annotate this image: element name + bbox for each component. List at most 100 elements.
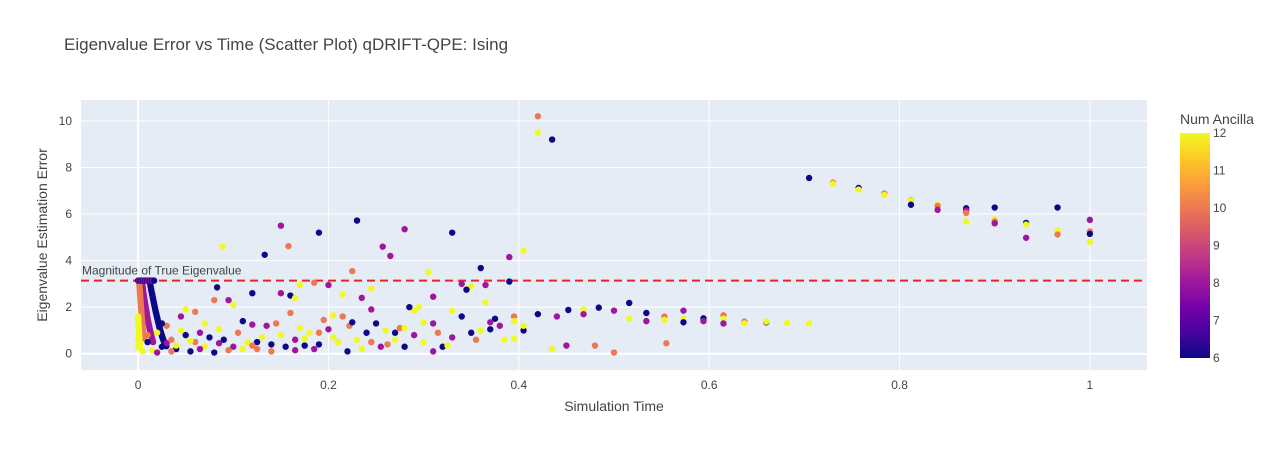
data-point: [291, 336, 299, 343]
data-point: [448, 307, 456, 314]
data-point: [477, 327, 484, 334]
data-point: [580, 310, 587, 318]
data-point: [296, 324, 304, 332]
colorbar-tick-label: 9: [1213, 239, 1220, 253]
y-tick-labels: 0 2 4 6 8 10: [59, 114, 73, 361]
data-point: [429, 320, 437, 327]
data-point: [277, 289, 285, 297]
data-point: [253, 338, 261, 346]
data-point: [344, 348, 351, 355]
data-point: [396, 324, 404, 332]
data-point: [991, 204, 998, 211]
data-point: [358, 294, 365, 302]
data-point: [153, 349, 161, 356]
x-tick-label: 0.2: [320, 378, 337, 392]
data-point: [144, 331, 151, 339]
data-point: [401, 343, 408, 350]
data-point: [563, 342, 570, 349]
data-point: [163, 322, 170, 329]
data-point: [192, 308, 199, 316]
data-point: [219, 243, 227, 250]
data-point: [150, 277, 158, 284]
data-point: [282, 343, 289, 350]
data-point: [158, 343, 166, 350]
data-point: [448, 229, 456, 236]
y-tick-label: 6: [65, 207, 72, 221]
data-point: [881, 191, 888, 199]
data-point: [258, 334, 266, 341]
data-point: [420, 338, 427, 346]
y-tick-label: 10: [59, 114, 73, 128]
data-point: [487, 319, 494, 326]
data-point: [277, 222, 285, 229]
data-point: [187, 348, 194, 355]
data-point: [429, 348, 437, 355]
data-point: [680, 307, 687, 314]
data-point: [239, 317, 247, 325]
data-point: [763, 318, 770, 325]
data-point: [720, 320, 727, 327]
data-point: [201, 320, 208, 327]
data-point: [458, 280, 465, 288]
data-point: [301, 335, 308, 342]
data-point: [580, 306, 587, 313]
reference-line-label: Magnitude of True Eigenvalue: [82, 264, 242, 278]
colorbar-gradient: [1180, 133, 1210, 358]
data-point: [149, 347, 156, 354]
data-point: [520, 322, 527, 329]
data-point: [301, 342, 308, 349]
data-point: [510, 313, 518, 320]
data-point: [482, 281, 489, 289]
data-point: [253, 345, 261, 353]
data-point: [144, 338, 151, 346]
data-point: [468, 283, 475, 290]
data-point: [291, 347, 299, 354]
data-point: [720, 315, 727, 322]
data-point: [230, 343, 237, 350]
data-point: [134, 336, 142, 343]
data-point: [1086, 216, 1094, 224]
data-point: [139, 348, 147, 355]
data-point: [506, 278, 513, 285]
data-points: [134, 113, 1094, 356]
data-point: [249, 289, 256, 297]
y-tick-label: 4: [65, 254, 72, 268]
data-point: [372, 320, 380, 327]
data-point: [230, 301, 237, 309]
data-point: [363, 329, 370, 336]
data-point: [158, 320, 166, 327]
data-point: [565, 306, 572, 314]
data-point: [325, 281, 332, 289]
data-point: [287, 292, 294, 299]
data-point: [182, 331, 189, 339]
data-point: [534, 113, 542, 120]
data-point: [534, 310, 542, 318]
data-point: [201, 343, 208, 350]
colorbar-tick-label: 12: [1213, 126, 1227, 140]
data-point: [534, 129, 542, 136]
data-point: [306, 329, 313, 336]
data-point: [855, 186, 862, 193]
data-point: [177, 313, 185, 320]
data-point: [934, 206, 941, 214]
data-point: [784, 319, 791, 327]
data-point: [379, 243, 386, 250]
data-point: [805, 174, 813, 182]
chart-title: Eigenvalue Error vs Time (Scatter Plot) …: [64, 35, 508, 54]
data-point: [991, 220, 998, 227]
data-point: [315, 329, 323, 336]
data-point: [211, 349, 218, 356]
data-point: [434, 329, 442, 336]
data-point: [1086, 230, 1094, 238]
data-point: [520, 247, 527, 255]
data-point: [415, 303, 423, 311]
data-point: [491, 315, 499, 322]
data-point: [320, 316, 327, 324]
data-point: [215, 340, 223, 347]
data-point: [287, 309, 294, 317]
data-point: [263, 322, 270, 329]
data-point: [358, 345, 365, 353]
data-point: [907, 201, 915, 208]
data-point: [406, 303, 413, 311]
data-point: [496, 322, 503, 329]
